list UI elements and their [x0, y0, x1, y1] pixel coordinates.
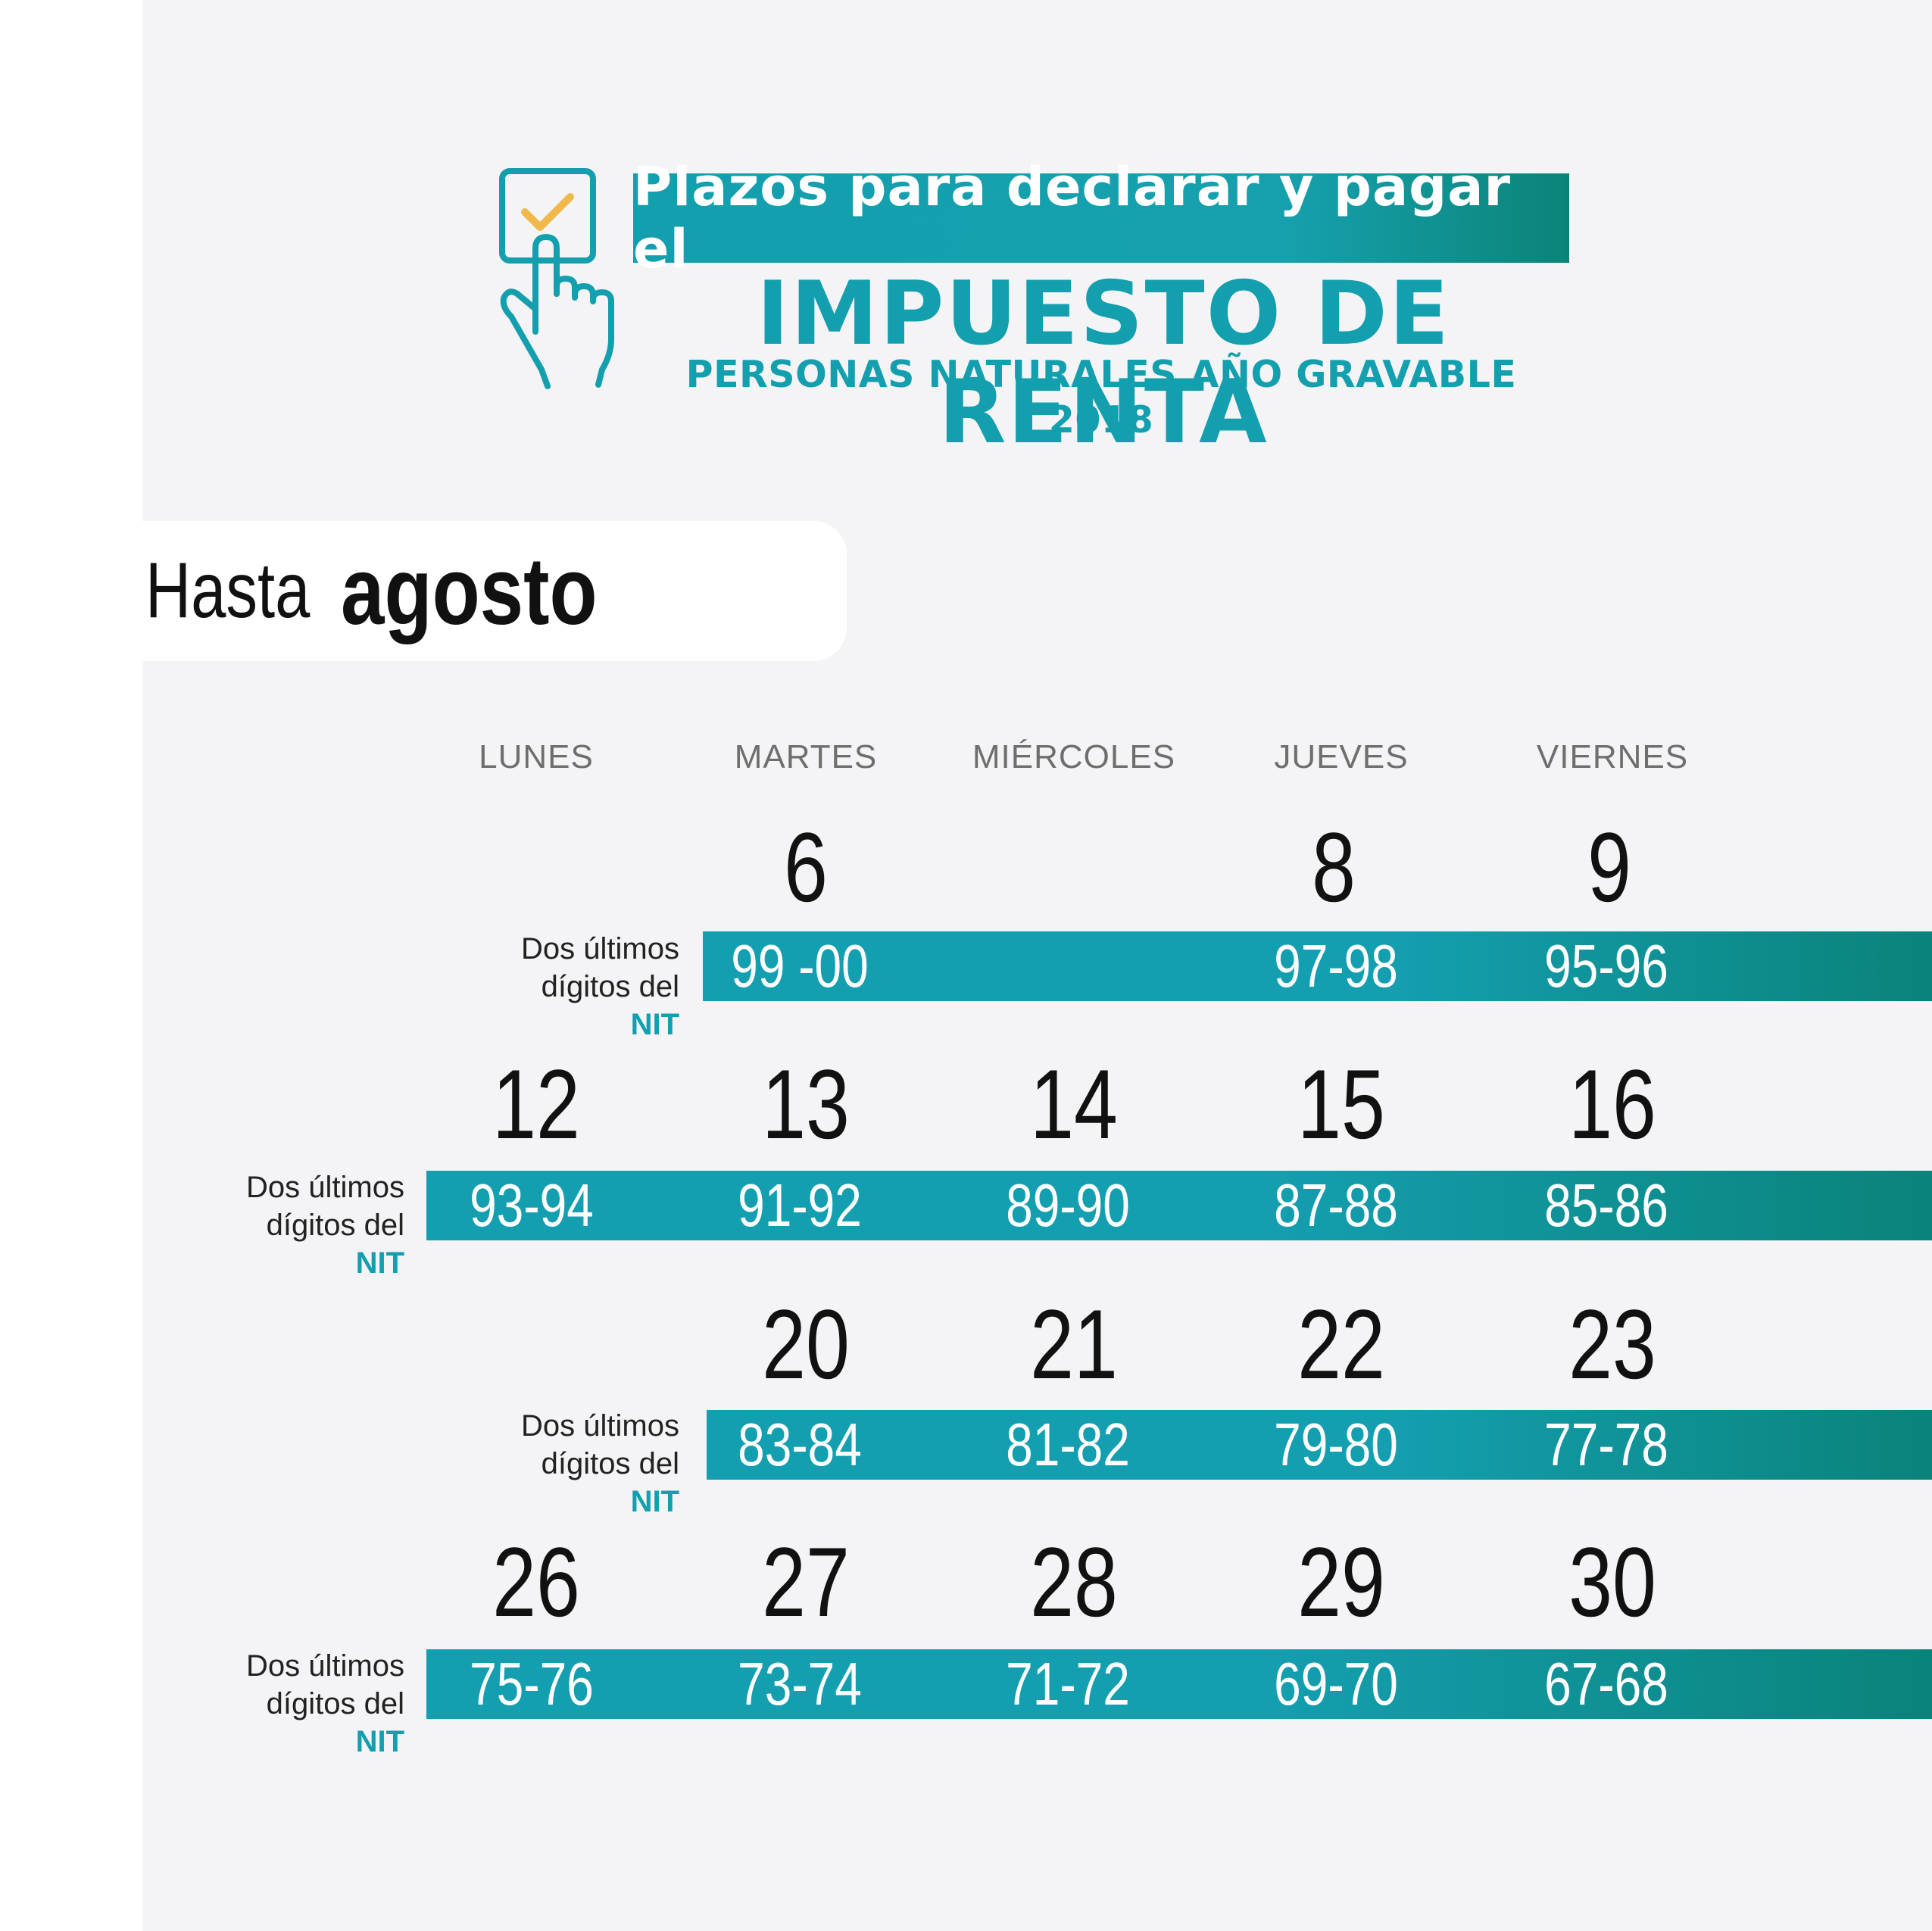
nit-label-line-1: Dos últimos: [246, 1171, 404, 1204]
nit-range: 99 -00: [731, 932, 869, 1000]
weekday-tuesday: MARTES: [734, 738, 878, 775]
nit-label: Dos últimos dígitos del NIT: [215, 1647, 404, 1761]
title-line-1: Plazos para declarar y pagar el: [633, 156, 1512, 280]
nit-range: 75-76: [470, 1650, 594, 1717]
checkbox-hand-icon: [499, 168, 614, 389]
month-label: Hasta agosto: [142, 521, 654, 661]
nit-label-emph: NIT: [630, 1008, 679, 1041]
nit-label: Dos últimos dígitos del NIT: [490, 1407, 679, 1521]
nit-band: [426, 1649, 1932, 1719]
nit-range: 71-72: [1006, 1650, 1130, 1717]
title-banner: Plazos para declarar y pagar el: [633, 156, 1569, 280]
nit-label: Dos últimos dígitos del NIT: [490, 930, 679, 1043]
day-number: 12: [492, 1049, 580, 1159]
day-number: 15: [1297, 1049, 1385, 1159]
nit-band: [703, 931, 1932, 1001]
nit-range: 91-92: [738, 1171, 862, 1239]
day-number: 30: [1568, 1527, 1656, 1637]
day-number: 20: [762, 1289, 850, 1399]
nit-label-line-1: Dos últimos: [246, 1649, 404, 1683]
month-name: agosto: [340, 538, 598, 644]
nit-range: 77-78: [1544, 1411, 1668, 1478]
nit-range: 85-86: [1544, 1171, 1668, 1239]
nit-range: 73-74: [738, 1650, 862, 1717]
nit-label-line-1: Dos últimos: [521, 1409, 679, 1443]
nit-label-line-2: dígitos del: [266, 1209, 404, 1242]
weekday-thursday: JUEVES: [1274, 738, 1409, 775]
nit-range: 81-82: [1006, 1411, 1130, 1478]
weekday-wednesday: MIÉRCOLES: [972, 738, 1176, 775]
nit-label-emph: NIT: [355, 1725, 404, 1758]
day-number: 21: [1030, 1289, 1118, 1399]
weekday-friday: VIERNES: [1536, 738, 1689, 775]
nit-range: 95-96: [1544, 932, 1668, 1000]
nit-range: 93-94: [470, 1171, 594, 1239]
nit-label-line-2: dígitos del: [541, 970, 679, 1003]
day-number: 28: [1030, 1527, 1118, 1637]
nit-label-emph: NIT: [630, 1485, 679, 1518]
nit-range: 97-98: [1274, 932, 1398, 1000]
month-box: [142, 521, 847, 661]
day-number: 13: [762, 1049, 850, 1159]
nit-range: 69-70: [1274, 1650, 1398, 1717]
nit-range: 79-80: [1274, 1411, 1398, 1478]
day-number: 14: [1030, 1049, 1118, 1159]
nit-range: 87-88: [1274, 1171, 1398, 1239]
nit-range: 67-68: [1544, 1650, 1668, 1717]
main-title: IMPUESTO DE RENTA: [756, 263, 1451, 463]
nit-range: 89-90: [1006, 1171, 1130, 1239]
day-number: 29: [1297, 1527, 1385, 1637]
month-prefix: Hasta: [145, 547, 311, 635]
day-number: 16: [1568, 1049, 1656, 1159]
nit-label-emph: NIT: [355, 1246, 404, 1280]
subtitle: PERSONAS NATURALES AÑO GRAVABLE 2018: [685, 353, 1517, 441]
nit-band: [707, 1410, 1932, 1480]
nit-band: [426, 1171, 1932, 1240]
weekday-monday: LUNES: [479, 738, 594, 775]
nit-label-line-1: Dos últimos: [521, 932, 679, 965]
day-number: 6: [784, 812, 828, 922]
day-number: 27: [762, 1527, 850, 1637]
day-number: 8: [1312, 812, 1356, 922]
day-number: 23: [1568, 1289, 1656, 1399]
day-number: 22: [1297, 1289, 1385, 1399]
day-number: 9: [1587, 812, 1631, 922]
nit-label-line-2: dígitos del: [266, 1687, 404, 1720]
day-number: 26: [492, 1527, 580, 1637]
nit-range: 83-84: [738, 1411, 862, 1478]
nit-label: Dos últimos dígitos del NIT: [215, 1168, 404, 1282]
nit-label-line-2: dígitos del: [541, 1447, 679, 1480]
